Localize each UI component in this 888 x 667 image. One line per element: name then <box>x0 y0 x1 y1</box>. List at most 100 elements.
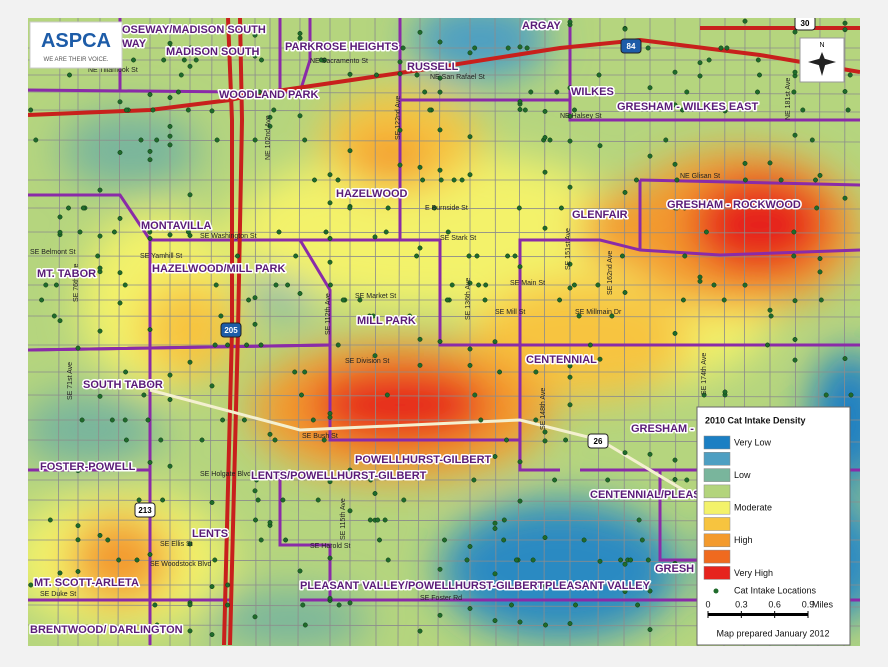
intake-dot <box>147 459 153 465</box>
intake-dot <box>185 229 191 235</box>
intake-dot <box>252 488 258 494</box>
intake-dot <box>397 59 403 65</box>
intake-dot <box>645 557 651 563</box>
rail-line <box>149 388 701 502</box>
intake-dot <box>528 89 534 95</box>
intake-dot <box>619 253 625 259</box>
street-label: SE 174th Ave <box>701 353 708 395</box>
intake-dot <box>254 477 259 483</box>
intake-dot <box>267 431 273 437</box>
intake-dot <box>67 72 72 78</box>
intake-dot <box>817 269 823 275</box>
street-label: SE Market St <box>355 293 396 300</box>
highway-number: 84 <box>627 42 636 51</box>
legend-swatch <box>703 468 731 482</box>
intake-dot <box>567 285 573 291</box>
intake-dot <box>445 229 451 235</box>
intake-dot <box>809 137 815 143</box>
intake-dot <box>321 437 327 443</box>
intake-dot <box>310 417 316 423</box>
intake-dot <box>533 369 539 375</box>
neighborhood-label: OSEWAY/MADISON SOUTH <box>122 24 266 36</box>
intake-dot <box>823 392 829 398</box>
intake-dot <box>218 313 224 319</box>
intake-dot <box>97 393 103 399</box>
intake-dot <box>417 245 423 251</box>
scale-label: 0.6 <box>768 599 781 609</box>
intake-dot <box>414 253 420 259</box>
intake-dot <box>595 282 601 288</box>
intake-dot <box>467 172 473 178</box>
intake-dot <box>588 582 594 588</box>
intake-dot <box>252 321 258 327</box>
intake-dot <box>622 589 628 594</box>
intake-dot <box>382 517 388 523</box>
intake-dot <box>297 568 303 574</box>
intake-dot <box>431 205 437 211</box>
intake-dot <box>53 282 59 288</box>
intake-dot <box>524 45 530 51</box>
intake-dot <box>567 138 573 144</box>
intake-dot <box>492 520 498 526</box>
intake-dot <box>39 297 45 303</box>
legend-label: Low <box>734 470 751 480</box>
intake-dot <box>517 498 523 504</box>
intake-dot <box>147 236 153 241</box>
intake-dot <box>374 72 379 78</box>
intake-dot <box>367 517 373 523</box>
neighborhood-label: GLENFAIR <box>572 209 628 221</box>
intake-dot <box>97 532 103 538</box>
street-label: SE Woodstock Blvd <box>150 561 211 568</box>
legend: 2010 Cat Intake Density Very Low Low Moder… <box>696 406 851 646</box>
neighborhood-label: ARGAY <box>522 20 561 32</box>
intake-dot <box>437 127 443 133</box>
street-label: SE Duke St <box>40 591 76 598</box>
intake-dot <box>122 417 128 423</box>
intake-dot <box>368 477 374 483</box>
street <box>28 315 860 318</box>
intake-dot <box>187 541 193 547</box>
intake-dot <box>792 132 798 138</box>
intake-dot <box>258 342 264 348</box>
intake-dot <box>241 417 247 423</box>
street <box>543 18 546 646</box>
intake-dot <box>542 535 548 541</box>
street <box>374 18 377 646</box>
neighborhood-label: PARKROSE HEIGHTS <box>285 41 398 53</box>
intake-dot <box>253 517 258 523</box>
intake-dot <box>212 557 218 563</box>
neighborhood-label: LENTS/POWELLHURST-GILBERT <box>251 470 427 482</box>
intake-dot <box>542 225 548 231</box>
street-label: SE 148th Ave <box>540 388 547 430</box>
intake-dot <box>323 229 329 235</box>
intake-dot <box>131 57 136 63</box>
intake-dot <box>28 582 34 588</box>
legend-label: Very Low <box>734 437 772 447</box>
neighborhood-label: MADISON SOUTH <box>166 46 260 58</box>
intake-dot <box>517 44 523 50</box>
intake-dot <box>292 369 298 375</box>
intake-dot <box>105 537 111 543</box>
intake-dot <box>315 497 321 503</box>
intake-dot <box>297 291 303 296</box>
intake-dot <box>57 570 63 576</box>
intake-dot <box>622 290 628 295</box>
legend-point <box>713 588 719 594</box>
intake-dot <box>427 107 433 113</box>
intake-dot <box>187 628 193 634</box>
scale-unit: Miles <box>812 599 834 609</box>
street-label: NE 181st Ave <box>785 78 792 120</box>
intake-dot <box>647 85 653 91</box>
intake-dot <box>214 137 220 143</box>
intake-dot <box>517 107 523 112</box>
intake-dot <box>97 187 103 193</box>
intake-dot <box>672 205 678 211</box>
neighborhood-label: WAY <box>122 38 147 50</box>
intake-dot <box>682 205 688 211</box>
compass: N <box>799 37 845 83</box>
intake-dot <box>47 517 53 523</box>
neighborhood-label: SOUTH TABOR <box>83 379 163 391</box>
intake-dot <box>639 537 645 543</box>
intake-dot <box>340 297 346 303</box>
intake-dot <box>842 27 848 33</box>
